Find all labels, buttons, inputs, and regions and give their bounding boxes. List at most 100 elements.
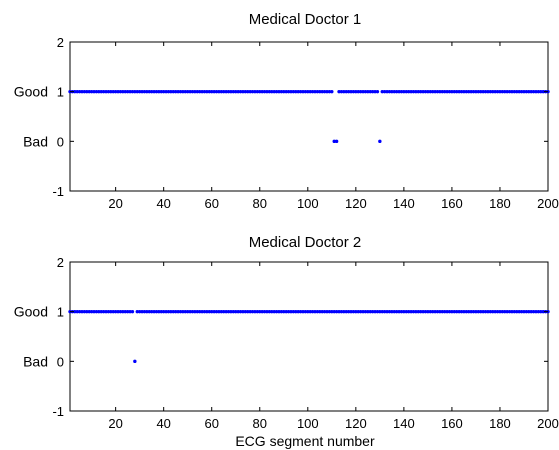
data-point: [431, 309, 435, 314]
data-point: [149, 89, 154, 94]
data-point: [82, 89, 87, 94]
data-point: [219, 89, 224, 94]
data-point: [368, 309, 372, 314]
data-point: [512, 309, 517, 314]
data-point: [392, 89, 396, 94]
data-point: [125, 309, 130, 314]
data-point: [149, 309, 154, 314]
data-point: [493, 89, 497, 94]
data-point: [342, 309, 346, 314]
data-point: [531, 309, 536, 314]
data-point: [358, 309, 363, 314]
data-point: [361, 309, 365, 314]
data-point: [142, 309, 147, 314]
data-point: [210, 309, 214, 314]
data-point: [339, 89, 344, 94]
data-point: [159, 89, 163, 94]
data-point: [313, 309, 317, 314]
data-point: [459, 309, 464, 314]
data-point: [75, 89, 79, 94]
data-point: [310, 309, 315, 314]
data-point: [217, 89, 221, 94]
data-point: [142, 89, 147, 94]
y-category-label: Bad: [23, 133, 48, 149]
data-point: [464, 89, 469, 94]
data-point: [318, 309, 322, 314]
y-tick-label: -1: [52, 184, 64, 199]
data-point: [234, 89, 238, 94]
data-point: [373, 309, 377, 314]
data-point: [77, 309, 82, 314]
data-point: [354, 89, 358, 94]
data-point: [222, 89, 226, 94]
data-point: [382, 89, 387, 94]
data-point: [164, 89, 168, 94]
data-point: [113, 309, 118, 314]
data-point: [354, 309, 358, 314]
data-point: [529, 89, 533, 94]
data-point: [325, 309, 329, 314]
data-point: [517, 89, 521, 94]
data-point: [219, 309, 224, 314]
data-point: [308, 89, 312, 94]
data-point: [455, 309, 459, 314]
data-point: [519, 89, 524, 94]
data-point: [159, 309, 163, 314]
data-point: [243, 89, 248, 94]
y-tick-label: 0: [57, 354, 64, 369]
y-tick-label: -1: [52, 404, 64, 419]
data-point: [75, 309, 79, 314]
data-point: [193, 309, 197, 314]
data-point: [423, 89, 428, 94]
data-point: [166, 89, 171, 94]
data-point: [140, 89, 144, 94]
data-point: [327, 309, 332, 314]
data-point: [265, 89, 269, 94]
data-point: [325, 89, 329, 94]
data-point: [479, 89, 483, 94]
data-point: [306, 89, 310, 94]
data-point: [503, 89, 507, 94]
data-point: [524, 309, 529, 314]
data-point: [524, 89, 529, 94]
data-point: [539, 309, 543, 314]
data-point: [337, 309, 341, 314]
data-point: [157, 89, 161, 94]
data-point: [243, 309, 248, 314]
data-point: [241, 309, 245, 314]
x-tick-label: 60: [204, 416, 218, 431]
data-point: [476, 309, 481, 314]
data-point: [277, 89, 281, 94]
data-point: [356, 89, 360, 94]
data-point: [188, 89, 192, 94]
data-point: [363, 89, 368, 94]
data-point: [481, 309, 485, 314]
data-point: [113, 89, 118, 94]
x-tick-label: 200: [537, 196, 559, 211]
data-point: [515, 89, 519, 94]
data-point: [418, 309, 423, 314]
data-point: [438, 309, 442, 314]
data-point: [87, 309, 91, 314]
y-category-label: Bad: [23, 353, 48, 369]
data-point: [176, 309, 180, 314]
data-point: [349, 89, 353, 94]
data-point: [397, 309, 401, 314]
y-axis: -1 0 1 2: [52, 35, 548, 199]
data-point: [493, 309, 497, 314]
data-point: [262, 309, 267, 314]
data-point: [161, 89, 166, 94]
data-point: [267, 309, 272, 314]
data-point: [274, 89, 279, 94]
data-point: [106, 89, 111, 94]
data-point: [207, 309, 212, 314]
data-point: [438, 89, 442, 94]
data-point: [394, 89, 399, 94]
x-tick-label: 80: [253, 196, 267, 211]
data-point: [416, 89, 420, 94]
data-point: [77, 89, 82, 94]
data-point: [178, 89, 183, 94]
data-point: [308, 309, 312, 314]
data-point: [94, 309, 99, 314]
data-point: [116, 89, 120, 94]
